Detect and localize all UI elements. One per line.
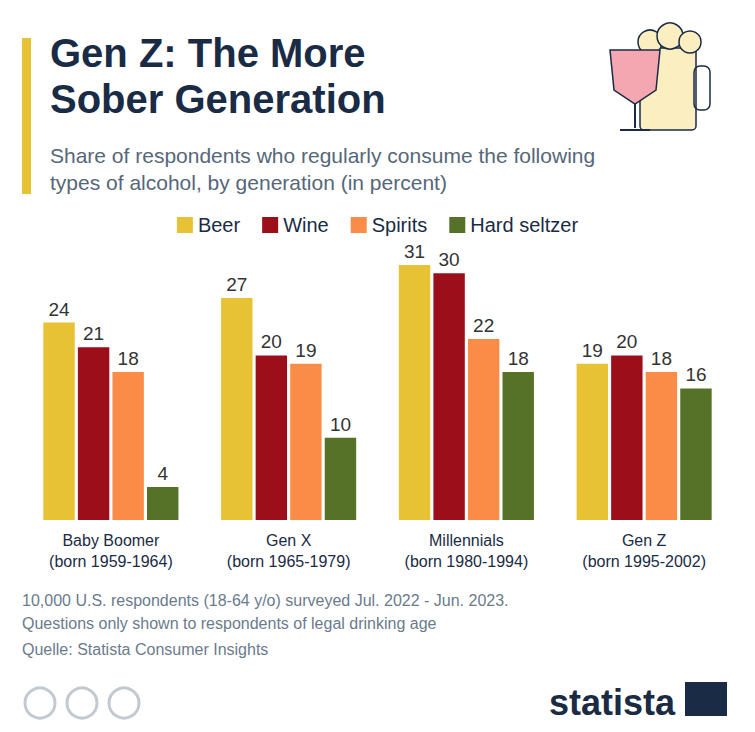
svg-text:Hard seltzer: Hard seltzer (470, 214, 578, 236)
svg-text:24: 24 (48, 299, 70, 320)
svg-text:21: 21 (83, 323, 104, 344)
svg-text:30: 30 (439, 249, 460, 270)
svg-text:Baby Boomer: Baby Boomer (62, 532, 160, 549)
svg-text:10,000 U.S. respondents (18-64: 10,000 U.S. respondents (18-64 y/o) surv… (22, 592, 509, 609)
svg-text:20: 20 (261, 331, 282, 352)
svg-text:types of alcohol, by generatio: types of alcohol, by generation (in perc… (50, 171, 447, 194)
svg-text:(born 1980-1994): (born 1980-1994) (405, 553, 529, 570)
svg-text:statista: statista (549, 682, 676, 723)
svg-text:18: 18 (651, 348, 672, 369)
svg-text:Gen Z: Gen Z (622, 532, 667, 549)
svg-text:27: 27 (226, 274, 247, 295)
svg-text:31: 31 (404, 241, 425, 262)
svg-text:Quelle: Statista Consumer Insi: Quelle: Statista Consumer Insights (22, 641, 268, 658)
svg-text:19: 19 (295, 340, 316, 361)
svg-text:Sober Generation: Sober Generation (50, 77, 386, 121)
svg-text:Wine: Wine (283, 214, 329, 236)
svg-text:(born 1995-2002): (born 1995-2002) (582, 553, 706, 570)
svg-text:Spirits: Spirits (372, 214, 428, 236)
svg-text:(born 1959-1964): (born 1959-1964) (49, 553, 173, 570)
svg-text:Millennials: Millennials (429, 532, 504, 549)
svg-text:19: 19 (582, 340, 603, 361)
svg-text:4: 4 (157, 463, 168, 484)
svg-text:Beer: Beer (198, 214, 241, 236)
svg-text:Gen Z: The More: Gen Z: The More (50, 31, 377, 75)
svg-text:Share of respondents who regul: Share of respondents who regularly consu… (50, 144, 601, 167)
svg-text:18: 18 (508, 348, 529, 369)
svg-text:18: 18 (118, 348, 139, 369)
svg-text:(born 1965-1979): (born 1965-1979) (227, 553, 351, 570)
svg-text:16: 16 (685, 364, 706, 385)
svg-text:10: 10 (330, 414, 351, 435)
svg-text:Gen X: Gen X (266, 532, 312, 549)
svg-text:22: 22 (473, 315, 494, 336)
svg-text:20: 20 (616, 331, 637, 352)
svg-text:Questions only shown to respon: Questions only shown to respondents of l… (22, 615, 437, 632)
